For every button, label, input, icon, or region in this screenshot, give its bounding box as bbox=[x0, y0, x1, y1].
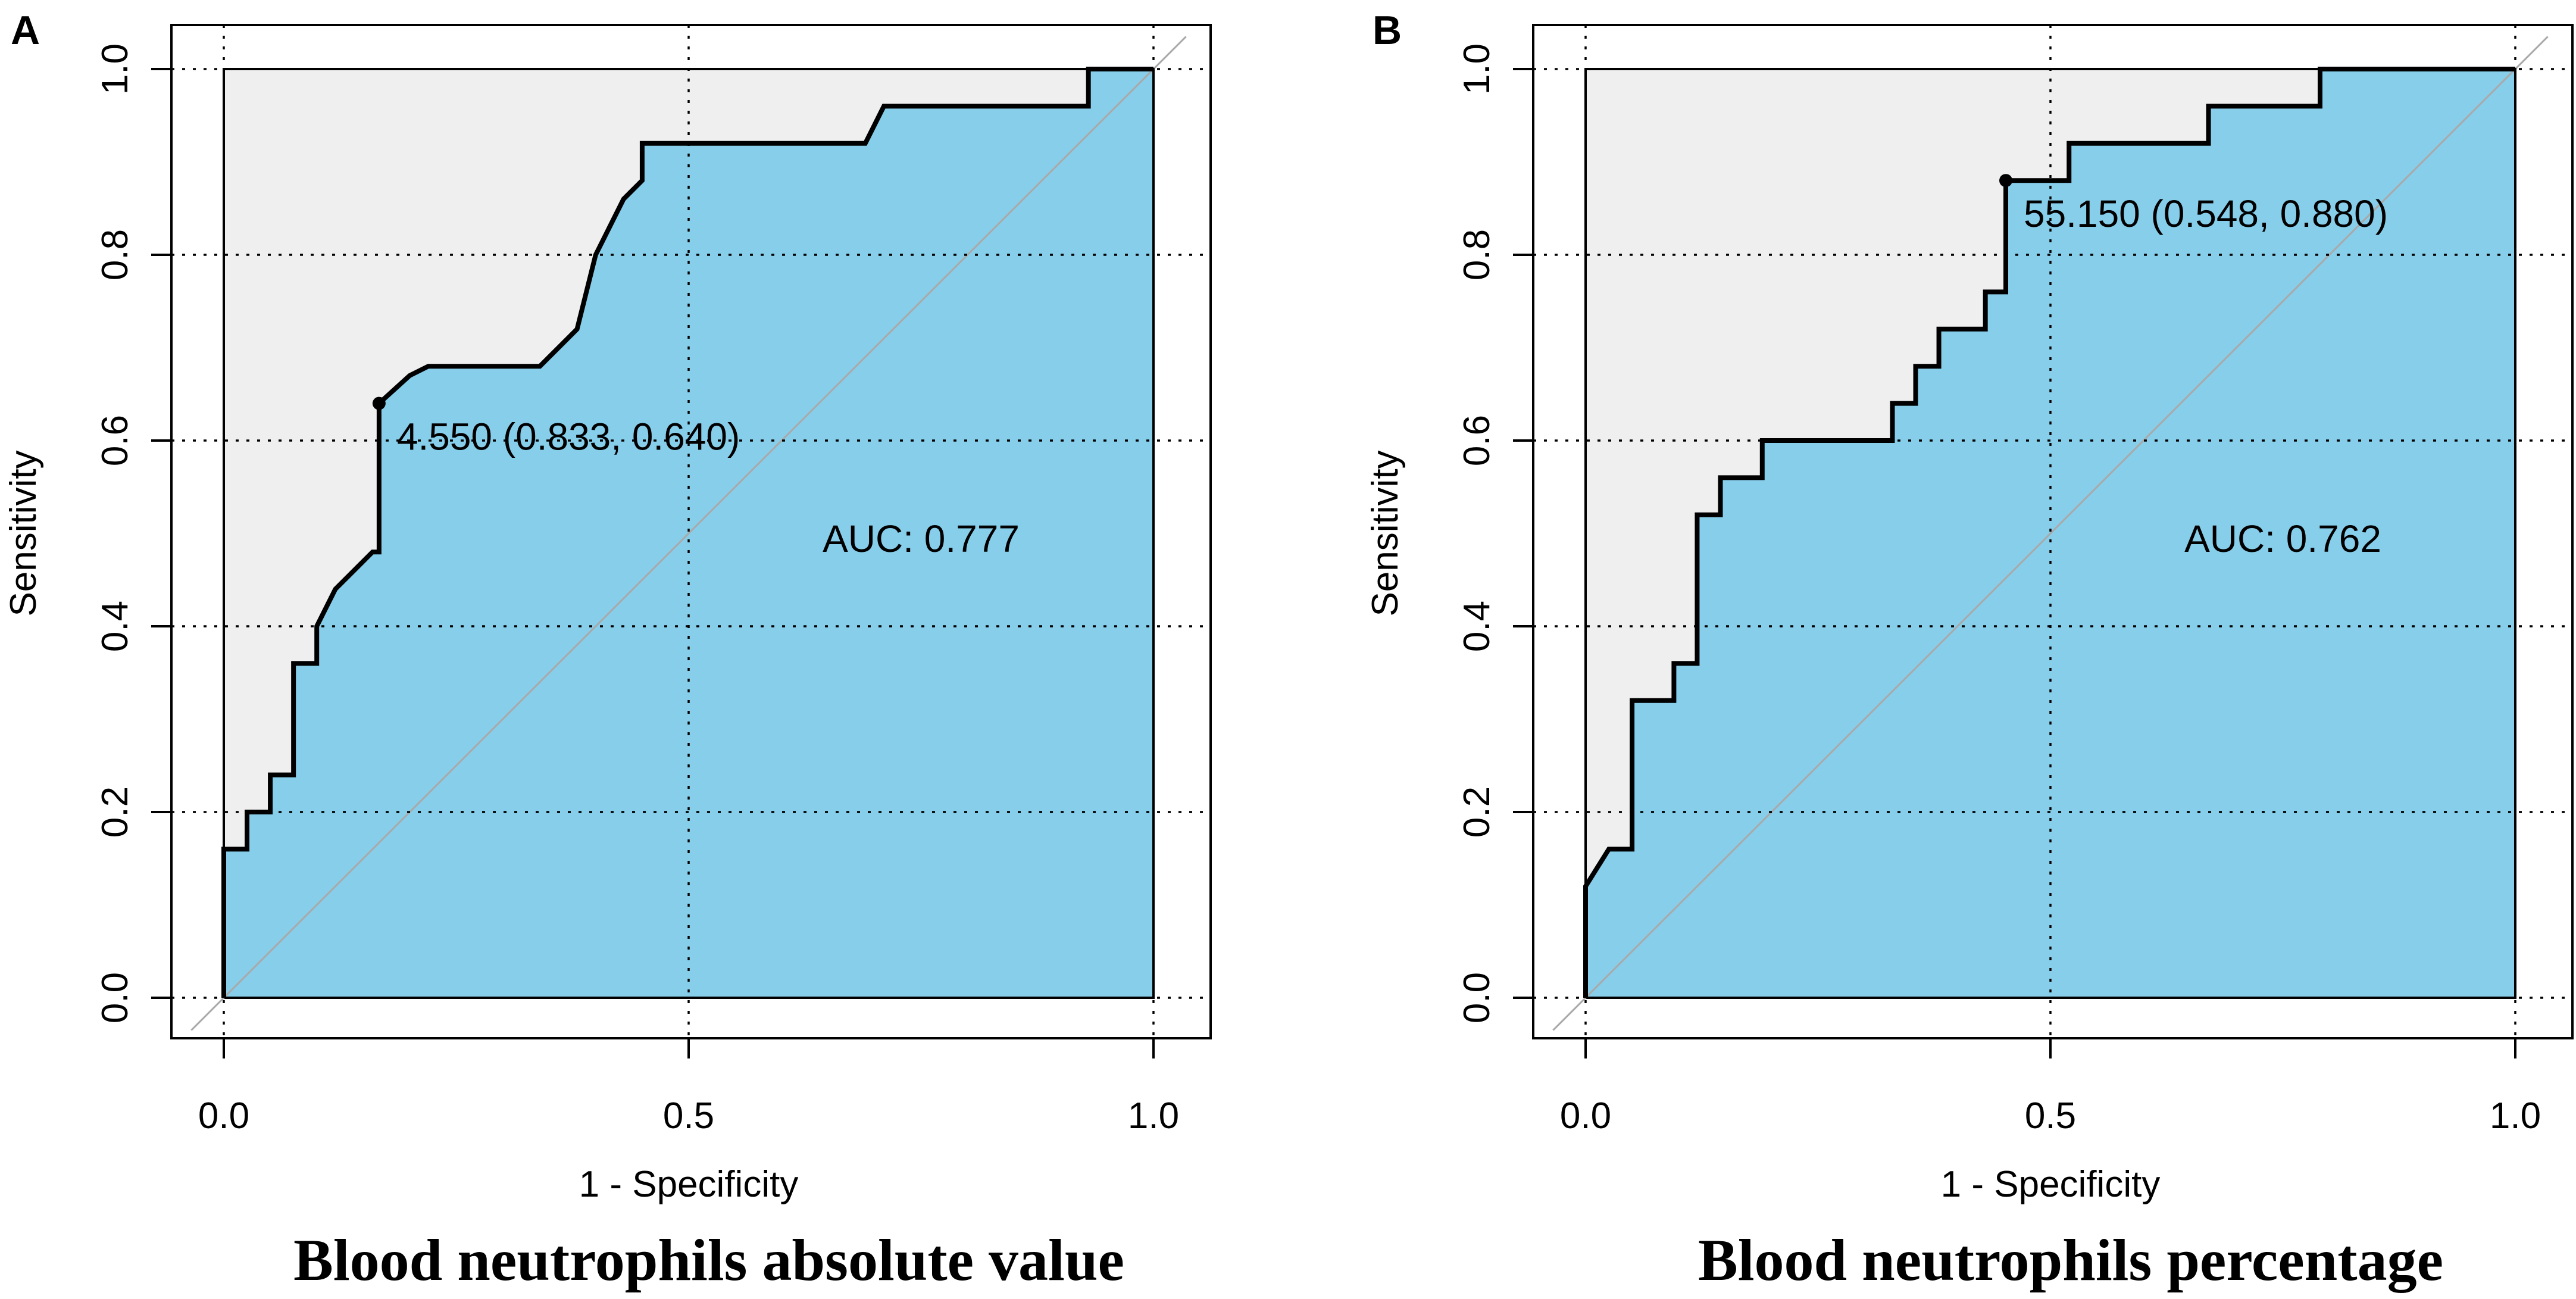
y-tick-label: 0.0 bbox=[95, 972, 136, 1023]
plot-box bbox=[170, 24, 1212, 1039]
auc-label: AUC: 0.762 bbox=[2184, 517, 2381, 560]
y-tick-label: 0.4 bbox=[95, 601, 136, 652]
y-tick-label: 0.8 bbox=[1456, 229, 1498, 280]
x-tick-label: 1.0 bbox=[2490, 1095, 2541, 1136]
y-tick-label: 0.2 bbox=[95, 786, 136, 838]
x-tick-label: 0.0 bbox=[198, 1095, 249, 1136]
plot-box bbox=[1532, 24, 2574, 1039]
auc-label: AUC: 0.777 bbox=[823, 517, 1020, 560]
x-tick-label: 0.5 bbox=[2025, 1095, 2076, 1136]
x-tick-label: 0.5 bbox=[663, 1095, 714, 1136]
x-tick-label: 0.0 bbox=[1560, 1095, 1611, 1136]
y-tick-label: 0.8 bbox=[95, 229, 136, 280]
roc-panel-a: 4.550 (0.833, 0.640) AUC: 0.777 0.0 0.2 0.4 0… bbox=[3, 8, 1212, 1293]
threshold-label: 55.150 (0.548, 0.880) bbox=[2024, 192, 2388, 235]
x-tick-label: 1.0 bbox=[1128, 1095, 1179, 1136]
y-tick-label: 0.2 bbox=[1456, 786, 1498, 838]
diagonal-reference-line bbox=[190, 36, 1187, 1031]
y-tick-label: 0.6 bbox=[95, 415, 136, 466]
panel-title: Blood neutrophils percentage bbox=[1698, 1227, 2443, 1293]
x-axis-label: 1 - Specificity bbox=[579, 1164, 799, 1205]
y-tick-label: 0.6 bbox=[1456, 415, 1498, 466]
y-axis-label: Sensitivity bbox=[1365, 450, 1406, 616]
roc-panel-b: 55.150 (0.548, 0.880) AUC: 0.762 0.0 0.2 0.4… bbox=[1365, 8, 2574, 1293]
diagonal-reference-line bbox=[1552, 36, 2549, 1031]
threshold-point bbox=[1999, 174, 2013, 188]
x-axis-label: 1 - Specificity bbox=[1941, 1164, 2161, 1205]
threshold-point bbox=[372, 396, 386, 410]
y-tick-label: 0.0 bbox=[1456, 972, 1498, 1023]
y-axis-label: Sensitivity bbox=[3, 450, 44, 616]
panel-title: Blood neutrophils absolute value bbox=[293, 1227, 1124, 1293]
y-tick-label: 1.0 bbox=[95, 43, 136, 95]
panel-letter: A bbox=[11, 8, 40, 53]
threshold-label: 4.550 (0.833, 0.640) bbox=[397, 416, 740, 458]
panel-letter: B bbox=[1373, 8, 1402, 53]
y-tick-label: 0.4 bbox=[1456, 601, 1498, 652]
y-tick-label: 1.0 bbox=[1456, 43, 1498, 95]
roc-curve-line bbox=[1583, 67, 2515, 998]
